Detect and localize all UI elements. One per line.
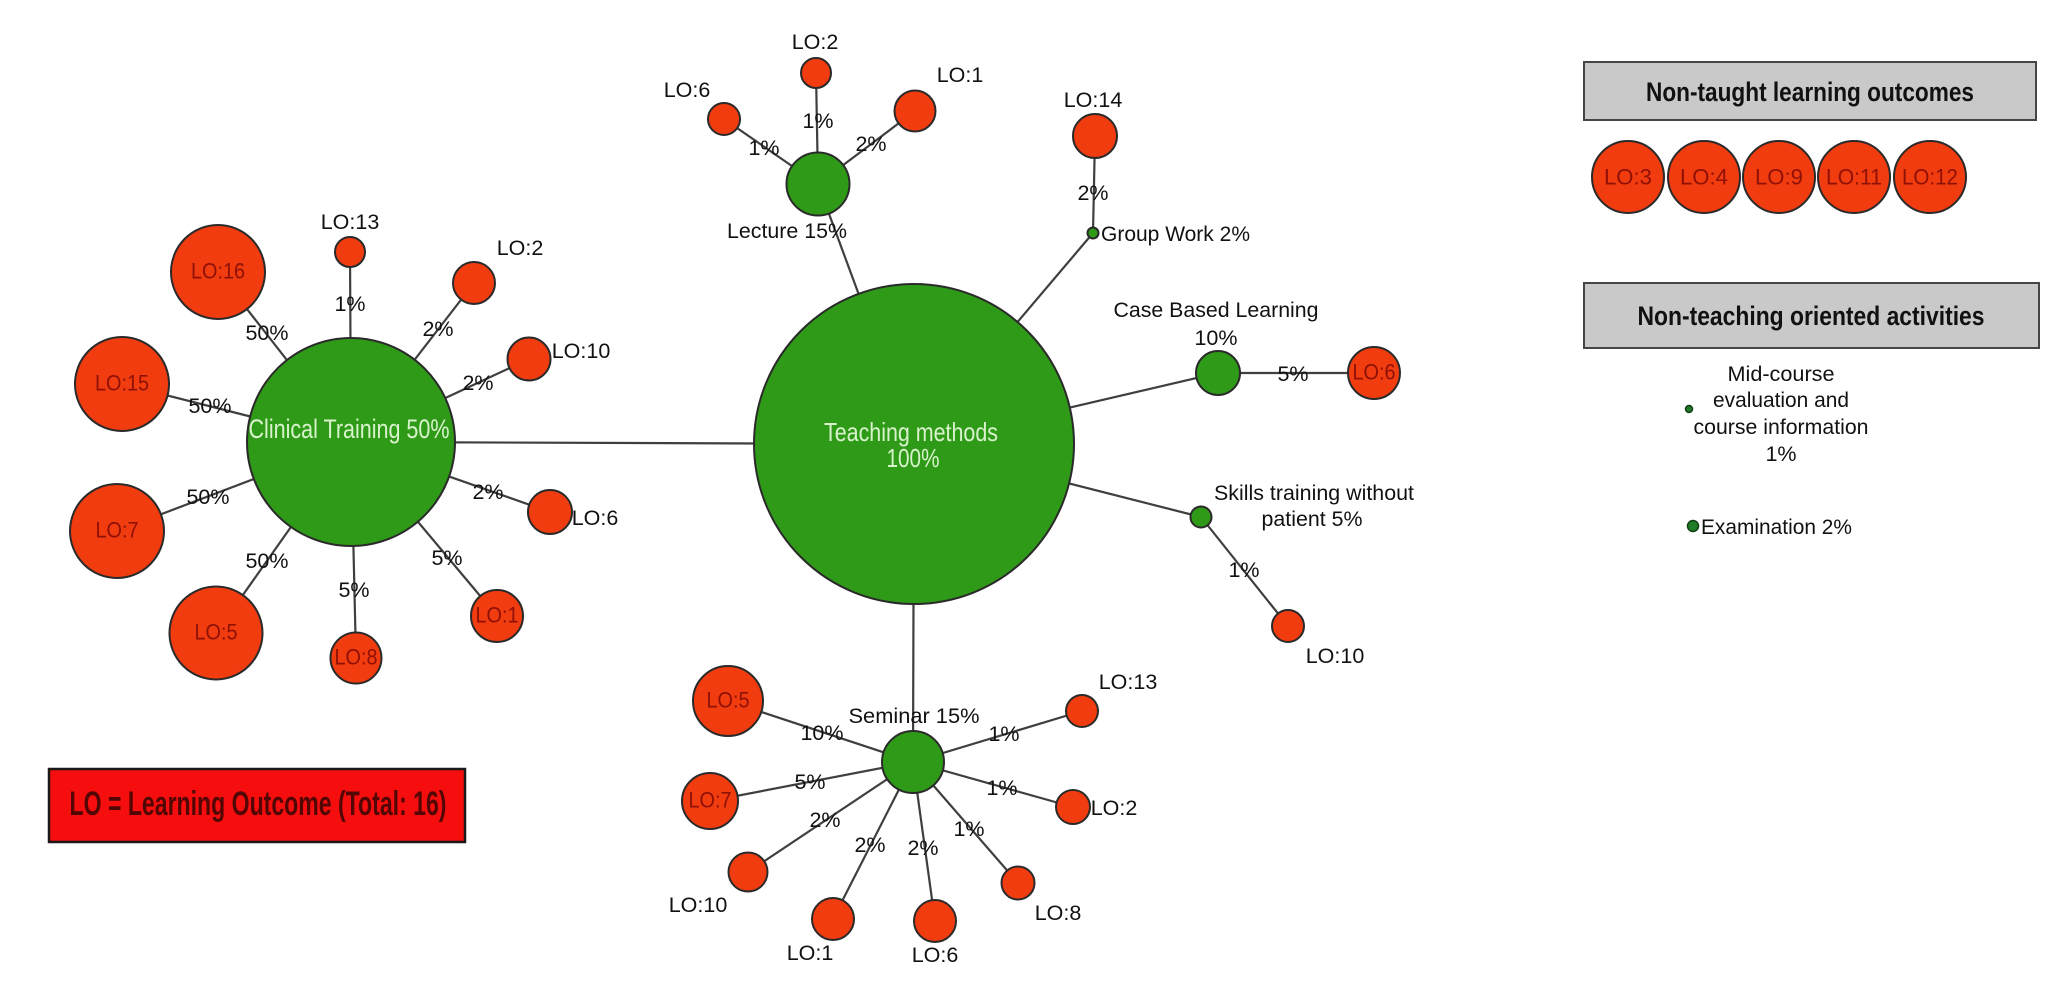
svg-text:course information: course information: [1694, 415, 1869, 439]
svg-text:LO:13: LO:13: [1099, 670, 1158, 694]
svg-text:LO:1: LO:1: [476, 603, 519, 628]
svg-text:Case Based Learning: Case Based Learning: [1114, 298, 1319, 322]
svg-text:Non-teaching oriented activiti: Non-teaching oriented activities: [1638, 301, 1985, 331]
svg-text:2%: 2%: [422, 317, 453, 341]
svg-text:LO:1: LO:1: [937, 63, 984, 87]
svg-text:Mid-course: Mid-course: [1728, 362, 1835, 386]
svg-text:Clinical Training 50%: Clinical Training 50%: [249, 414, 450, 444]
svg-text:Non-taught learning outcomes: Non-taught learning outcomes: [1646, 77, 1974, 107]
svg-text:50%: 50%: [245, 549, 288, 573]
svg-text:5%: 5%: [1277, 362, 1308, 386]
svg-text:50%: 50%: [186, 485, 229, 509]
svg-text:LO:4: LO:4: [1680, 165, 1728, 190]
svg-text:2%: 2%: [907, 836, 938, 860]
svg-text:Teaching methods: Teaching methods: [824, 417, 998, 447]
svg-text:10%: 10%: [800, 721, 843, 745]
svg-text:1%: 1%: [1228, 558, 1259, 582]
svg-text:LO:10: LO:10: [1306, 644, 1365, 668]
svg-text:LO:9: LO:9: [1755, 165, 1803, 190]
svg-text:LO:7: LO:7: [689, 788, 732, 813]
svg-text:Group Work 2%: Group Work 2%: [1101, 222, 1250, 246]
svg-text:LO:6: LO:6: [1353, 360, 1396, 385]
svg-text:1%: 1%: [802, 109, 833, 133]
svg-text:LO:1: LO:1: [787, 941, 834, 965]
svg-text:5%: 5%: [338, 578, 369, 602]
svg-text:2%: 2%: [1077, 181, 1108, 205]
svg-text:LO:5: LO:5: [195, 620, 238, 645]
svg-text:50%: 50%: [188, 394, 231, 418]
svg-text:patient 5%: patient 5%: [1262, 507, 1363, 531]
svg-text:LO:14: LO:14: [1064, 88, 1123, 112]
svg-text:LO:13: LO:13: [321, 210, 380, 234]
svg-text:2%: 2%: [472, 480, 503, 504]
svg-text:Seminar 15%: Seminar 15%: [849, 704, 980, 728]
svg-text:100%: 100%: [887, 443, 940, 473]
svg-text:LO:11: LO:11: [1826, 165, 1882, 190]
svg-text:LO = Learning Outcome (Total:: LO = Learning Outcome (Total: 16): [70, 785, 447, 823]
svg-text:LO:2: LO:2: [497, 236, 544, 260]
svg-text:LO:10: LO:10: [552, 339, 611, 363]
svg-text:LO:2: LO:2: [1091, 796, 1138, 820]
svg-text:1%: 1%: [334, 292, 365, 316]
svg-text:LO:15: LO:15: [95, 371, 149, 396]
svg-text:1%: 1%: [1765, 442, 1796, 466]
svg-text:LO:3: LO:3: [1604, 165, 1652, 190]
svg-text:LO:16: LO:16: [191, 259, 245, 284]
svg-text:2%: 2%: [855, 132, 886, 156]
svg-text:2%: 2%: [854, 833, 885, 857]
svg-text:50%: 50%: [245, 321, 288, 345]
svg-text:LO:7: LO:7: [96, 518, 139, 543]
svg-text:LO:6: LO:6: [912, 943, 959, 967]
svg-text:1%: 1%: [953, 817, 984, 841]
svg-text:LO:5: LO:5: [707, 688, 750, 713]
svg-text:5%: 5%: [431, 546, 462, 570]
svg-text:10%: 10%: [1194, 326, 1237, 350]
svg-text:evaluation and: evaluation and: [1713, 388, 1849, 412]
svg-text:LO:2: LO:2: [792, 30, 839, 54]
svg-text:LO:8: LO:8: [1035, 901, 1082, 925]
svg-text:LO:6: LO:6: [664, 78, 711, 102]
svg-text:1%: 1%: [988, 722, 1019, 746]
svg-text:1%: 1%: [986, 776, 1017, 800]
svg-text:LO:8: LO:8: [335, 645, 378, 670]
svg-text:Skills training without: Skills training without: [1214, 481, 1414, 505]
svg-text:1%: 1%: [748, 136, 779, 160]
svg-text:5%: 5%: [794, 770, 825, 794]
svg-text:2%: 2%: [462, 371, 493, 395]
svg-text:Lecture 15%: Lecture 15%: [727, 219, 847, 243]
svg-text:LO:12: LO:12: [1902, 165, 1958, 190]
svg-text:LO:6: LO:6: [572, 506, 619, 530]
svg-text:Examination 2%: Examination 2%: [1701, 515, 1852, 539]
svg-text:LO:10: LO:10: [669, 893, 728, 917]
svg-text:2%: 2%: [809, 808, 840, 832]
